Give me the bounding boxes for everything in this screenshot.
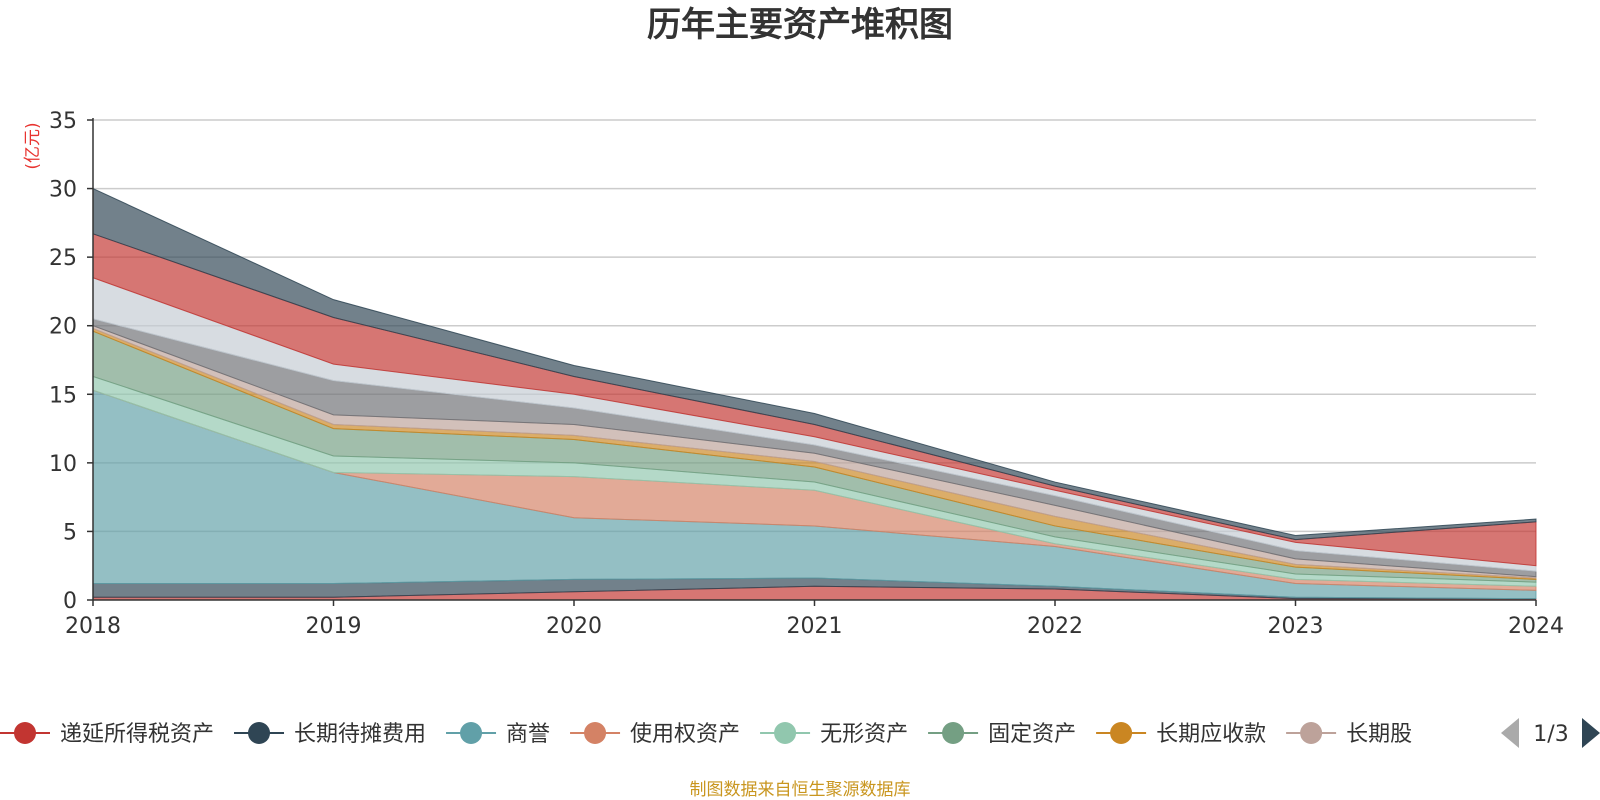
legend-next-button[interactable] (1582, 718, 1600, 748)
legend-item[interactable]: 长期待摊费用 (234, 722, 426, 747)
legend-circle-icon (14, 722, 36, 744)
legend-circle-icon (584, 722, 607, 744)
legend-item[interactable]: 无形资产 (760, 722, 908, 747)
legend-circle-icon (1300, 722, 1323, 744)
chart-title: 历年主要资产堆积图 (647, 5, 953, 45)
y-tick-label: 15 (49, 383, 77, 408)
y-tick-label: 5 (63, 520, 77, 545)
y-tick-label: 10 (49, 452, 77, 477)
x-tick-label: 2019 (306, 614, 362, 639)
area-series-12 (92, 187, 1537, 541)
x-axis-tick-labels: 2018 2019 2020 2021 2022 2023 2024 (65, 614, 1564, 639)
triangle-right-icon[interactable] (1582, 718, 1600, 748)
legend: 递延所得税资产 长期待摊费用 商誉 使用权资产 无形资产 固定资产 长期应收款 长期股 1/3 (0, 718, 1600, 748)
legend-item[interactable]: 长期股 (1286, 722, 1412, 747)
x-tick-label: 2021 (787, 614, 843, 639)
y-tick-label: 20 (49, 315, 77, 340)
triangle-left-icon[interactable] (1501, 718, 1519, 748)
legend-label: 长期股 (1346, 722, 1412, 747)
legend-item[interactable]: 固定资产 (928, 722, 1076, 747)
data-source-note: 制图数据来自恒生聚源数据库 (690, 780, 911, 800)
legend-label: 固定资产 (988, 722, 1076, 747)
legend-circle-icon (942, 722, 965, 744)
y-tick-label: 25 (49, 246, 77, 271)
legend-prev-button[interactable] (1501, 718, 1519, 748)
y-tick-label: 30 (49, 178, 77, 203)
x-tick-label: 2018 (65, 614, 121, 639)
x-tick-label: 2022 (1027, 614, 1083, 639)
y-axis-unit-label: (亿元) (23, 122, 43, 169)
legend-label: 商誉 (506, 722, 550, 747)
x-tick-label: 2024 (1508, 614, 1564, 639)
legend-item[interactable]: 商誉 (446, 722, 550, 747)
y-tick-label: 0 (63, 589, 77, 614)
legend-circle-icon (1110, 722, 1133, 744)
legend-item[interactable]: 长期应收款 (1096, 722, 1266, 747)
legend-circle-icon (248, 722, 271, 744)
legend-label: 长期应收款 (1156, 722, 1266, 747)
legend-label: 长期待摊费用 (294, 722, 426, 747)
legend-circle-icon (460, 722, 483, 744)
area-series-group (92, 187, 1537, 601)
legend-circle-icon (774, 722, 797, 744)
y-tick-label: 35 (49, 109, 77, 134)
y-axis-tick-labels: 0 5 10 15 20 25 30 35 (49, 109, 77, 614)
legend-label: 无形资产 (820, 722, 908, 747)
legend-label: 递延所得税资产 (60, 722, 214, 747)
x-tick-label: 2023 (1268, 614, 1324, 639)
legend-item[interactable]: 使用权资产 (570, 722, 740, 747)
x-tick-label: 2020 (546, 614, 602, 639)
legend-item[interactable]: 递延所得税资产 (0, 722, 214, 747)
legend-page-indicator: 1/3 (1533, 722, 1568, 747)
axes (87, 118, 1537, 606)
legend-label: 使用权资产 (630, 722, 740, 747)
